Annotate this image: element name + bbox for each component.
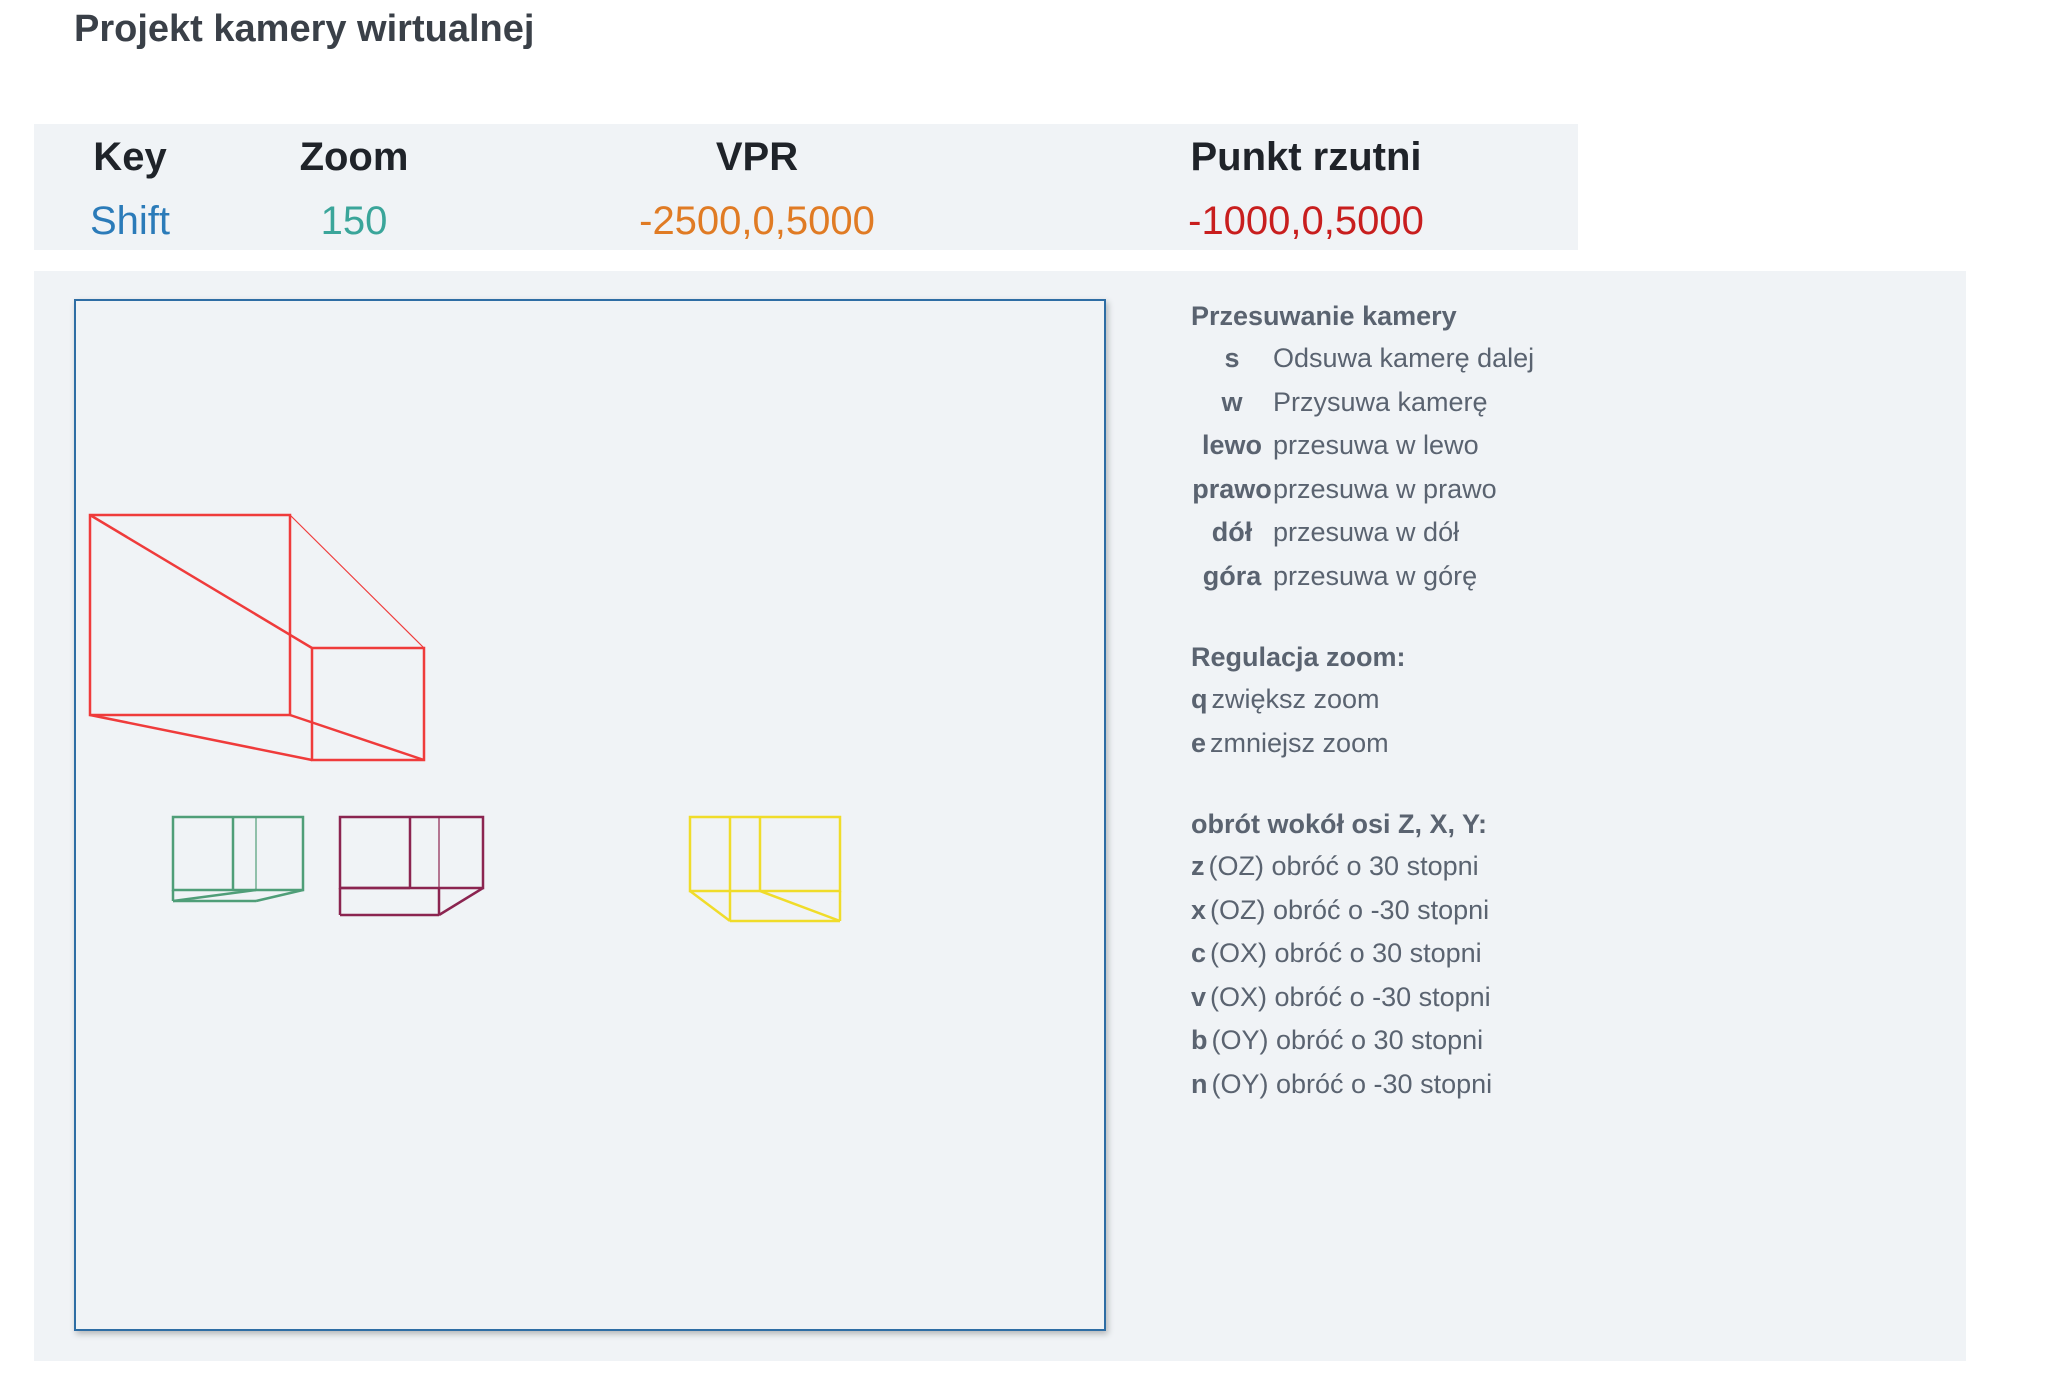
help-row: e zmniejsz zoom	[1191, 722, 1891, 766]
status-panel: Key Shift Zoom 150 VPR -2500,0,5000 Punk…	[34, 124, 1578, 250]
camera-viewport-canvas[interactable]	[74, 299, 1106, 1331]
help-key: prawo	[1192, 473, 1272, 504]
help-row: z (OZ) obróć o 30 stopni	[1191, 845, 1891, 889]
help-description: (OX) obróć o 30 stopni	[1210, 938, 1482, 968]
status-vpr-header: VPR	[715, 135, 799, 179]
scene-svg	[88, 513, 842, 923]
help-description: zmniejsz zoom	[1210, 727, 1389, 758]
status-key-header: Key	[93, 135, 167, 179]
help-key: c	[1191, 938, 1207, 968]
help-description: przesuwa w prawo	[1273, 473, 1497, 504]
help-key: n	[1191, 1068, 1208, 1099]
main-panel: Przesuwanie kamery s Odsuwa kamerę dalej …	[34, 271, 1966, 1361]
camera-controls-heading: Przesuwanie kamery	[1191, 301, 1457, 331]
help-key: s	[1224, 343, 1240, 373]
help-description: (OZ) obróć o 30 stopni	[1208, 851, 1479, 881]
red-cuboid	[88, 513, 426, 762]
help-description: przesuwa w lewo	[1273, 430, 1479, 460]
help-key: e	[1191, 727, 1207, 758]
maroon-cuboid	[338, 815, 485, 917]
help-key: x	[1191, 894, 1207, 925]
help-key: b	[1191, 1025, 1208, 1055]
status-zoom-header: Zoom	[299, 135, 409, 179]
help-key: v	[1191, 981, 1207, 1012]
help-description: (OZ) obróć o -30 stopni	[1210, 894, 1490, 925]
page-title: Projekt kamery wirtualnej	[74, 8, 535, 50]
help-row: b (OY) obróć o 30 stopni	[1191, 1019, 1891, 1063]
help-key: dół	[1211, 517, 1253, 547]
help-row: v (OX) obróć o -30 stopni	[1191, 976, 1891, 1020]
help-row: q zwiększ zoom	[1191, 678, 1891, 722]
status-projection-point-value: -1000,0,5000	[1188, 199, 1424, 243]
help-key: góra	[1202, 560, 1262, 591]
help-description: przesuwa w górę	[1273, 560, 1478, 591]
help-row: góra przesuwa w górę	[1191, 555, 1891, 599]
help-description: Odsuwa kamerę dalej	[1273, 343, 1535, 373]
help-description: Przysuwa kamerę	[1273, 386, 1488, 417]
status-key-value: Shift	[89, 199, 171, 243]
status-zoom-value: 150	[320, 199, 388, 243]
help-row: w Przysuwa kamerę	[1191, 381, 1891, 425]
help-row: x (OZ) obróć o -30 stopni	[1191, 889, 1891, 933]
rotation-controls-heading: obrót wokół osi Z, X, Y:	[1191, 809, 1488, 839]
help-row: lewo przesuwa w lewo	[1191, 424, 1891, 468]
help-key: q	[1191, 684, 1208, 714]
help-description: (OY) obróć o -30 stopni	[1211, 1068, 1493, 1099]
help-description: (OX) obróć o -30 stopni	[1210, 981, 1491, 1012]
status-vpr-value: -2500,0,5000	[639, 199, 875, 243]
controls-help: Przesuwanie kamery s Odsuwa kamerę dalej …	[1191, 295, 1891, 1106]
help-key: z	[1191, 851, 1205, 881]
help-description: zwiększ zoom	[1211, 684, 1380, 714]
green-cuboid	[171, 815, 305, 903]
help-row: dół przesuwa w dół	[1191, 511, 1891, 555]
help-row: n (OY) obróć o -30 stopni	[1191, 1063, 1891, 1107]
zoom-controls-heading: Regulacja zoom:	[1191, 642, 1406, 672]
status-projection-point-header: Punkt rzutni	[1190, 135, 1422, 179]
help-row: prawoprzesuwa w prawo	[1191, 468, 1891, 512]
help-key: w	[1221, 386, 1243, 417]
yellow-cuboid	[688, 815, 842, 923]
help-key: lewo	[1201, 430, 1262, 460]
help-row: s Odsuwa kamerę dalej	[1191, 337, 1891, 381]
help-description: (OY) obróć o 30 stopni	[1211, 1025, 1484, 1055]
help-row: c (OX) obróć o 30 stopni	[1191, 932, 1891, 976]
help-description: przesuwa w dół	[1273, 517, 1460, 547]
